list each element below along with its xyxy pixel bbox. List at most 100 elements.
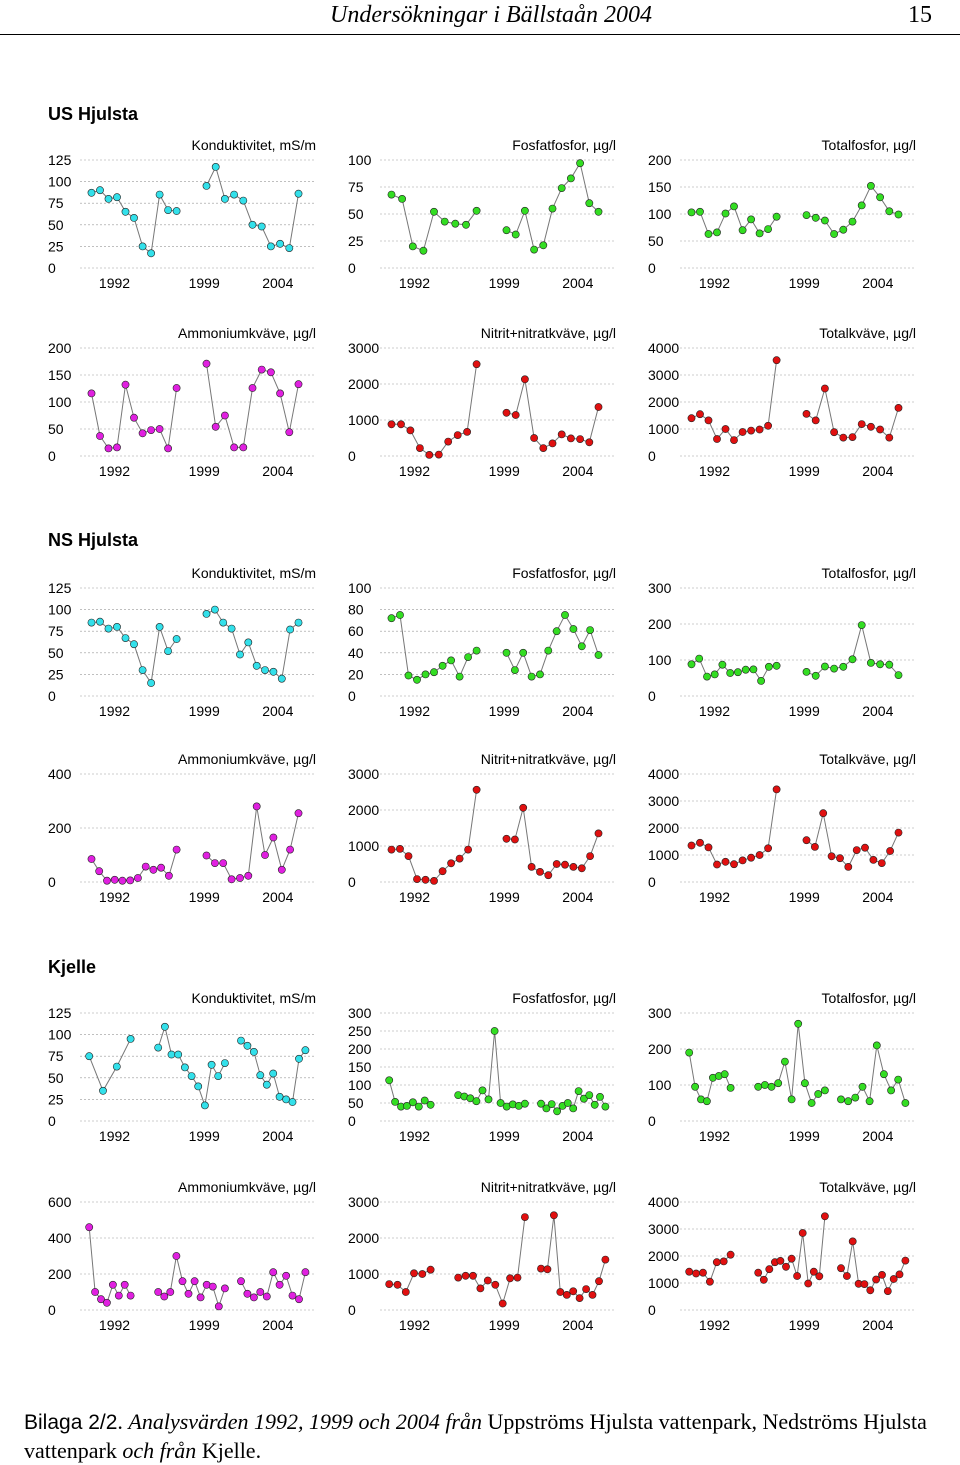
x-tick-label: 2004 xyxy=(262,889,293,905)
data-point xyxy=(430,207,438,216)
data-point xyxy=(520,375,529,384)
x-tick-label: 1999 xyxy=(489,1128,520,1144)
data-point xyxy=(885,433,894,442)
data-point xyxy=(408,242,417,251)
data-point xyxy=(230,190,238,199)
y-tick-label: 125 xyxy=(48,580,72,596)
data-point xyxy=(120,1280,129,1289)
x-tick-label: 1992 xyxy=(699,275,730,291)
x-tick-label: 1992 xyxy=(699,1317,730,1333)
y-tick-label: 150 xyxy=(348,1059,372,1075)
y-tick-label: 2000 xyxy=(648,820,679,836)
y-tick-label: 0 xyxy=(48,1113,56,1129)
y-tick-label: 50 xyxy=(648,233,664,249)
y-tick-label: 1000 xyxy=(348,412,379,428)
data-point xyxy=(544,646,553,655)
data-point xyxy=(774,1079,783,1088)
data-point xyxy=(699,1268,707,1277)
data-point xyxy=(277,865,286,874)
data-point xyxy=(155,190,164,199)
data-point xyxy=(269,833,278,842)
data-point xyxy=(194,1082,203,1091)
data-point xyxy=(877,859,886,867)
data-point xyxy=(836,854,844,863)
data-point xyxy=(155,425,164,433)
data-point xyxy=(585,438,594,447)
data-point xyxy=(243,1289,252,1298)
data-point xyxy=(96,432,104,440)
data-point xyxy=(262,1080,271,1089)
y-tick-label: 20 xyxy=(348,666,364,682)
data-point xyxy=(695,654,704,663)
x-tick-label: 2004 xyxy=(862,275,893,291)
data-point xyxy=(886,847,894,855)
data-point xyxy=(230,443,238,452)
data-point xyxy=(113,623,121,631)
data-point xyxy=(569,625,578,633)
data-point xyxy=(453,431,462,439)
x-tick-label: 2004 xyxy=(262,1128,293,1144)
data-point xyxy=(113,443,121,452)
data-point xyxy=(404,852,413,860)
data-point xyxy=(396,611,404,619)
data-point xyxy=(755,851,764,859)
data-point xyxy=(575,1294,584,1302)
data-point xyxy=(91,1288,99,1296)
data-point xyxy=(276,389,284,398)
data-point xyxy=(282,1271,290,1280)
series-line xyxy=(391,789,478,882)
data-point xyxy=(848,433,857,441)
data-point xyxy=(566,174,575,183)
series-line xyxy=(840,1241,906,1293)
data-point xyxy=(527,672,536,681)
data-point xyxy=(249,1293,258,1302)
data-point xyxy=(164,444,172,453)
chart-us-hjulsta-totalkv-ve-svg: Totalkväve, µg/l 0 1000 2000 3000 4000 1992 199… xyxy=(648,325,916,479)
chart-title: Konduktivitet, mS/m xyxy=(192,565,317,581)
series-line xyxy=(506,807,599,876)
data-point xyxy=(219,618,228,627)
data-point xyxy=(149,865,158,874)
data-point xyxy=(269,1069,278,1078)
data-point xyxy=(536,868,544,876)
chart-us-hjulsta-totalfosfor-svg: Totalfosfor, µg/l 0 50 100 150 200 1992 1999 200… xyxy=(648,137,916,291)
data-point xyxy=(447,656,456,665)
y-tick-label: 1000 xyxy=(648,421,679,437)
data-point xyxy=(901,1256,910,1265)
data-point xyxy=(894,404,903,412)
data-point xyxy=(772,356,781,365)
chart-title: Nitrit+nitratkväve, µg/l xyxy=(481,751,616,767)
data-point xyxy=(520,206,529,215)
data-point xyxy=(491,1280,500,1289)
data-point xyxy=(208,1282,217,1291)
data-point xyxy=(403,1102,411,1110)
data-point xyxy=(85,1052,94,1061)
x-tick-label: 1999 xyxy=(189,463,220,479)
x-tick-label: 1992 xyxy=(99,463,130,479)
series-line xyxy=(806,624,899,677)
data-point xyxy=(301,1046,310,1055)
chart-title: Totalkväve, µg/l xyxy=(819,1179,916,1195)
data-point xyxy=(286,625,294,634)
data-point xyxy=(878,1271,886,1279)
data-point xyxy=(154,1288,163,1296)
data-point xyxy=(269,667,278,676)
chart-us-hjulsta-nitrit-nitratkv-ve: Nitrit+nitratkväve, µg/l 0 1000 2000 3000 199… xyxy=(322,325,620,486)
chart-title: Nitrit+nitratkväve, µg/l xyxy=(481,1179,616,1195)
data-point xyxy=(469,1271,477,1280)
series-line xyxy=(691,205,778,235)
y-tick-label: 3000 xyxy=(348,766,379,782)
data-point xyxy=(730,202,738,211)
data-point xyxy=(544,871,553,880)
data-point xyxy=(138,666,147,674)
data-point xyxy=(210,605,219,614)
chart-title: Fosfatfosfor, µg/l xyxy=(512,137,616,153)
series-line xyxy=(91,621,178,685)
data-point xyxy=(527,863,536,871)
data-point xyxy=(848,1237,857,1246)
data-point xyxy=(87,618,96,627)
data-point xyxy=(220,1059,229,1067)
data-point xyxy=(288,1291,297,1300)
chart-title: Totalfosfor, µg/l xyxy=(822,990,916,1006)
series-line xyxy=(806,184,899,235)
